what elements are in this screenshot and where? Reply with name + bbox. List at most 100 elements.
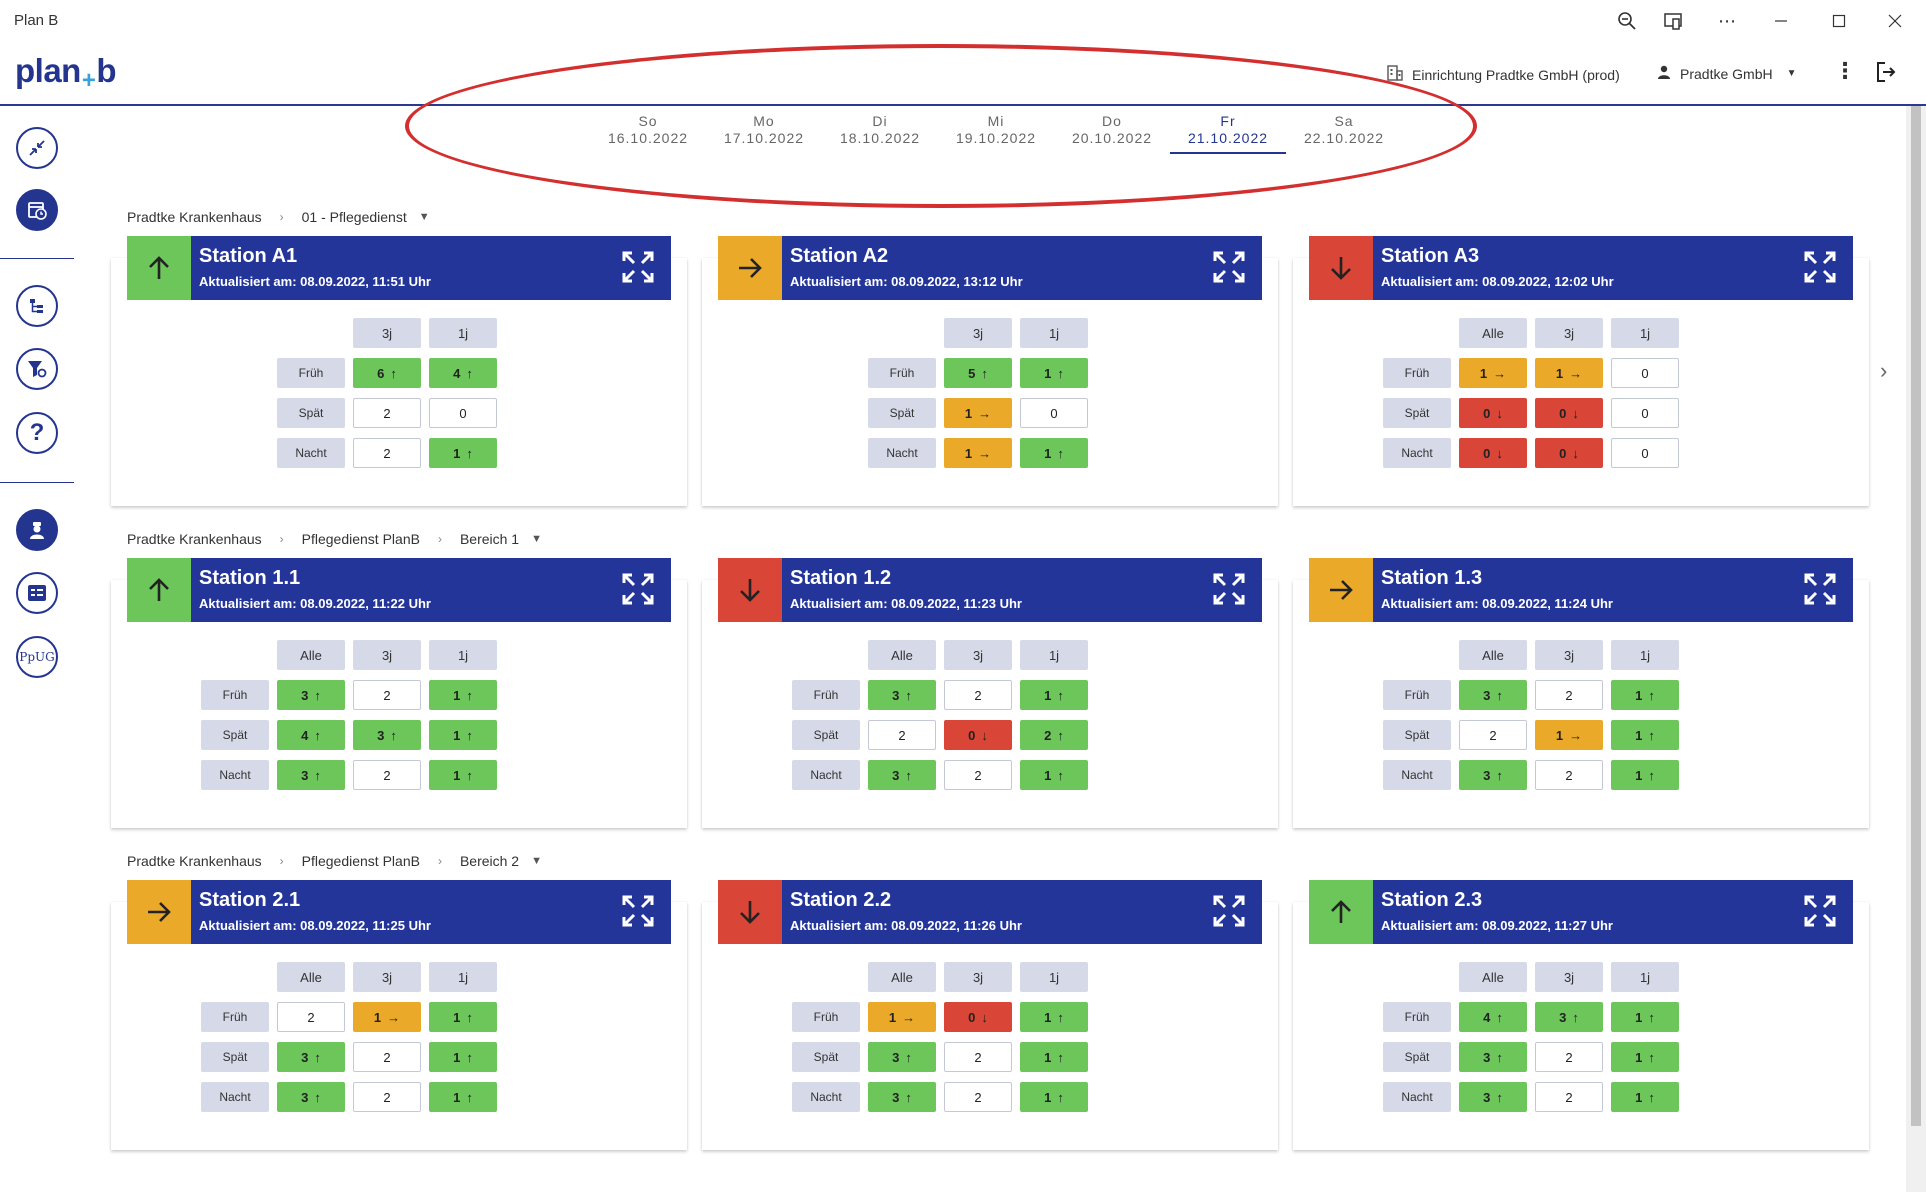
staff-cell[interactable]: 1 → <box>1535 720 1603 750</box>
expand-icon[interactable] <box>1212 572 1246 606</box>
date-tab-fr[interactable]: Fr 21.10.2022 <box>1170 110 1286 154</box>
staff-cell[interactable]: 1 → <box>353 1002 421 1032</box>
dropdown-caret-icon[interactable]: ▼ <box>531 533 542 545</box>
staff-cell[interactable]: 2 <box>868 720 936 750</box>
staff-cell[interactable]: 1 ↑ <box>1020 760 1088 790</box>
staff-cell[interactable]: 3 ↑ <box>277 760 345 790</box>
maximize-icon[interactable] <box>1824 8 1854 34</box>
staff-cell[interactable]: 2 <box>353 1082 421 1112</box>
staff-cell[interactable]: 2 <box>1535 1042 1603 1072</box>
expand-icon[interactable] <box>1212 894 1246 928</box>
staff-cell[interactable]: 1 ↑ <box>1611 1002 1679 1032</box>
expand-icon[interactable] <box>621 894 655 928</box>
staff-cell[interactable]: 2 <box>944 760 1012 790</box>
expand-icon[interactable] <box>621 250 655 284</box>
staff-cell[interactable]: 1 ↑ <box>1020 438 1088 468</box>
staff-cell[interactable]: 2 <box>353 680 421 710</box>
kebab-menu-icon[interactable]: ⋮ <box>1834 58 1856 83</box>
staff-cell[interactable]: 0 <box>429 398 497 428</box>
staff-cell[interactable]: 3 ↑ <box>1459 1082 1527 1112</box>
staff-cell[interactable]: 1 ↑ <box>429 1042 497 1072</box>
date-tab-mi[interactable]: Mi 19.10.2022 <box>938 110 1054 147</box>
staff-cell[interactable]: 0 ↓ <box>944 720 1012 750</box>
breadcrumb-item[interactable]: Pflegedienst PlanB <box>301 853 420 869</box>
collapse-icon[interactable] <box>16 127 58 169</box>
staff-cell[interactable]: 3 ↑ <box>868 760 936 790</box>
filter-settings-icon[interactable] <box>16 348 58 390</box>
dropdown-caret-icon[interactable]: ▼ <box>418 211 430 223</box>
breadcrumb-item[interactable]: Pflegedienst PlanB <box>301 531 420 547</box>
station-card-header[interactable]: Station 2.2 Aktualisiert am: 08.09.2022, … <box>718 880 1262 944</box>
staff-cell[interactable]: 1 ↑ <box>429 760 497 790</box>
date-tab-so[interactable]: So 16.10.2022 <box>590 110 706 147</box>
staff-cell[interactable]: 0 ↓ <box>1459 438 1527 468</box>
breadcrumb-item[interactable]: Pradtke Krankenhaus <box>127 209 262 225</box>
station-card-header[interactable]: Station A3 Aktualisiert am: 08.09.2022, 1… <box>1309 236 1853 300</box>
user-menu[interactable]: Pradtke GmbH ▼ <box>1656 64 1797 83</box>
date-tab-sa[interactable]: Sa 22.10.2022 <box>1286 110 1402 147</box>
staff-cell[interactable]: 3 ↑ <box>1459 1042 1527 1072</box>
staff-cell[interactable]: 0 <box>1611 358 1679 388</box>
staff-cell[interactable]: 1 → <box>944 398 1012 428</box>
ppug-button[interactable]: PpUG <box>16 636 58 678</box>
breadcrumb-item[interactable]: Pradtke Krankenhaus <box>127 853 262 869</box>
staff-cell[interactable]: 4 ↑ <box>277 720 345 750</box>
staff-cell[interactable]: 1 → <box>1535 358 1603 388</box>
staff-cell[interactable]: 1 ↑ <box>1020 680 1088 710</box>
staff-cell[interactable]: 5 ↑ <box>944 358 1012 388</box>
staff-cell[interactable]: 1 → <box>1459 358 1527 388</box>
staff-cell[interactable]: 1 ↑ <box>1611 1082 1679 1112</box>
expand-icon[interactable] <box>1803 250 1837 284</box>
staff-cell[interactable]: 1 ↑ <box>429 1082 497 1112</box>
staff-cell[interactable]: 2 <box>944 680 1012 710</box>
staff-cell[interactable]: 1 ↑ <box>1611 760 1679 790</box>
station-card-header[interactable]: Station 2.1 Aktualisiert am: 08.09.2022, … <box>127 880 671 944</box>
date-tab-di[interactable]: Di 18.10.2022 <box>822 110 938 147</box>
station-card-header[interactable]: Station A1 Aktualisiert am: 08.09.2022, 1… <box>127 236 671 300</box>
staff-cell[interactable]: 1 ↑ <box>429 720 497 750</box>
station-card-header[interactable]: Station 1.2 Aktualisiert am: 08.09.2022, … <box>718 558 1262 622</box>
staff-cell[interactable]: 1 ↑ <box>429 438 497 468</box>
staff-cell[interactable]: 0 ↓ <box>944 1002 1012 1032</box>
staff-cell[interactable]: 3 ↑ <box>1535 1002 1603 1032</box>
staff-cell[interactable]: 6 ↑ <box>353 358 421 388</box>
staff-cell[interactable]: 3 ↑ <box>868 680 936 710</box>
staff-cell[interactable]: 0 <box>1020 398 1088 428</box>
staff-cell[interactable]: 1 ↑ <box>1020 1082 1088 1112</box>
staff-cell[interactable]: 0 <box>1611 438 1679 468</box>
staff-cell[interactable]: 2 <box>944 1082 1012 1112</box>
chevron-right-icon[interactable]: › <box>1880 358 1888 383</box>
staff-cell[interactable]: 2 ↑ <box>1020 720 1088 750</box>
zoom-icon[interactable] <box>1612 8 1642 34</box>
staff-cell[interactable]: 2 <box>353 398 421 428</box>
minimize-icon[interactable] <box>1766 8 1796 34</box>
staff-cell[interactable]: 1 ↑ <box>429 1002 497 1032</box>
hierarchy-icon[interactable] <box>16 285 58 327</box>
staff-cell[interactable]: 0 ↓ <box>1535 438 1603 468</box>
staff-cell[interactable]: 2 <box>277 1002 345 1032</box>
date-tab-mo[interactable]: Mo 17.10.2022 <box>706 110 822 147</box>
station-card-header[interactable]: Station A2 Aktualisiert am: 08.09.2022, 1… <box>718 236 1262 300</box>
staff-cell[interactable]: 0 <box>1611 398 1679 428</box>
staff-cell[interactable]: 1 ↑ <box>1611 720 1679 750</box>
calendar-clock-icon[interactable] <box>16 189 58 231</box>
staff-cell[interactable]: 1 ↑ <box>1611 680 1679 710</box>
staff-cell[interactable]: 2 <box>1459 720 1527 750</box>
staff-cell[interactable]: 0 ↓ <box>1459 398 1527 428</box>
staff-cell[interactable]: 3 ↑ <box>277 1082 345 1112</box>
station-card-header[interactable]: Station 1.3 Aktualisiert am: 08.09.2022, … <box>1309 558 1853 622</box>
staff-cell[interactable]: 4 ↑ <box>429 358 497 388</box>
staff-cell[interactable]: 1 ↑ <box>1020 358 1088 388</box>
nurse-icon[interactable] <box>16 509 58 551</box>
vertical-scrollbar[interactable] <box>1906 106 1926 1192</box>
station-card-header[interactable]: Station 2.3 Aktualisiert am: 08.09.2022, … <box>1309 880 1853 944</box>
staff-cell[interactable]: 3 ↑ <box>277 1042 345 1072</box>
more-options-icon[interactable]: ⋯ <box>1718 10 1736 31</box>
planb-logo[interactable]: plan+b <box>15 52 117 94</box>
staff-cell[interactable]: 1 → <box>944 438 1012 468</box>
station-card-header[interactable]: Station 1.1 Aktualisiert am: 08.09.2022, … <box>127 558 671 622</box>
help-icon[interactable]: ? <box>16 412 58 454</box>
logout-icon[interactable] <box>1874 60 1898 84</box>
staff-cell[interactable]: 3 ↑ <box>868 1042 936 1072</box>
expand-icon[interactable] <box>1803 894 1837 928</box>
